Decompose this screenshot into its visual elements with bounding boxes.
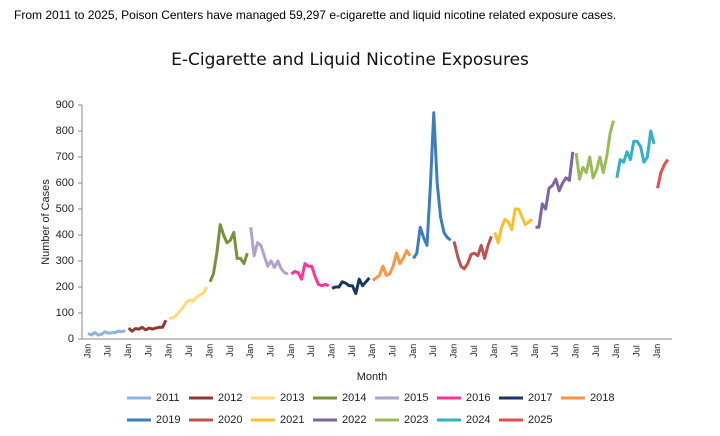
x-tick-label: Jul <box>347 345 357 357</box>
y-tick-label: 100 <box>56 307 74 319</box>
legend-label: 2020 <box>218 414 242 426</box>
legend-label: 2022 <box>342 414 366 426</box>
x-tick-label: Jul <box>591 345 601 357</box>
legend-label: 2024 <box>466 414 490 426</box>
legend-label: 2016 <box>466 392 490 404</box>
chart-title: E-Cigarette and Liquid Nicotine Exposure… <box>171 50 529 70</box>
y-tick-label: 400 <box>56 229 74 241</box>
series-line <box>656 158 669 189</box>
series-line <box>535 151 575 229</box>
series-line <box>574 120 615 181</box>
x-tick-label: Jul <box>428 345 438 357</box>
y-tick-label: 500 <box>56 203 74 215</box>
series-line <box>371 249 412 282</box>
x-tick-label: Jan <box>82 344 92 359</box>
legend-label: 2017 <box>528 392 552 404</box>
legend-label: 2013 <box>280 392 304 404</box>
x-tick-label: Jul <box>550 345 560 357</box>
x-tick-label: Jan <box>286 344 296 359</box>
series-line <box>87 329 126 337</box>
x-tick-label: Jan <box>245 344 255 359</box>
legend-label: 2023 <box>404 414 428 426</box>
legend-label: 2018 <box>590 392 614 404</box>
x-tick-label: Jan <box>571 344 581 359</box>
x-tick-label: Jan <box>326 344 336 359</box>
x-tick-label: Jan <box>489 344 499 359</box>
series-line <box>493 207 534 245</box>
series-line <box>249 227 289 276</box>
x-axis-label: Month <box>357 371 388 383</box>
x-tick-label: Jul <box>184 345 194 357</box>
series-line <box>290 262 330 288</box>
series-line <box>331 276 371 295</box>
y-tick-label: 700 <box>56 151 74 163</box>
x-tick-label: Jul <box>510 345 520 357</box>
x-tick-label: Jan <box>123 344 133 359</box>
x-tick-label: Jan <box>367 344 377 359</box>
y-tick-label: 300 <box>56 255 74 267</box>
legend-label: 2021 <box>280 414 304 426</box>
series-line <box>615 129 656 179</box>
y-tick-label: 200 <box>56 281 74 293</box>
x-tick-label: Jul <box>469 345 479 357</box>
x-tick-label: Jan <box>611 344 621 359</box>
y-tick-label: 600 <box>56 177 74 189</box>
series-line <box>127 319 168 333</box>
legend-label: 2025 <box>528 414 552 426</box>
x-tick-label: Jul <box>306 345 316 357</box>
legend-label: 2019 <box>156 414 180 426</box>
y-tick-label: 900 <box>56 99 74 111</box>
series-line <box>412 111 452 260</box>
series-line <box>452 235 493 271</box>
y-axis-label: Number of Cases <box>40 179 52 265</box>
x-tick-label: Jul <box>103 345 113 357</box>
series-line <box>208 223 249 283</box>
series-line <box>168 286 208 321</box>
x-tick-label: Jan <box>204 344 214 359</box>
x-tick-label: Jul <box>265 345 275 357</box>
x-tick-label: Jul <box>632 345 642 357</box>
x-tick-label: Jul <box>225 345 235 357</box>
x-tick-label: Jul <box>143 345 153 357</box>
legend-label: 2014 <box>342 392 366 404</box>
y-tick-label: 0 <box>68 333 74 345</box>
x-tick-label: Jul <box>387 345 397 357</box>
x-tick-label: Jan <box>652 344 662 359</box>
x-tick-label: Jan <box>164 344 174 359</box>
legend-label: 2015 <box>404 392 428 404</box>
legend-label: 2011 <box>156 392 180 404</box>
x-tick-label: Jan <box>408 344 418 359</box>
legend-label: 2012 <box>218 392 242 404</box>
x-tick-label: Jan <box>530 344 540 359</box>
note: From 2011 to 2025, Poison Centers have m… <box>14 8 616 22</box>
y-tick-label: 800 <box>56 125 74 137</box>
x-tick-label: Jan <box>448 344 458 359</box>
